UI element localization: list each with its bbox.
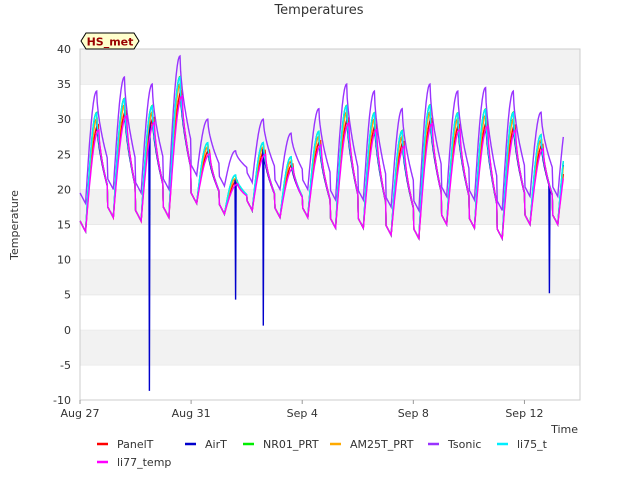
y-tick-label: 40: [57, 43, 71, 56]
legend-label: PanelT: [117, 438, 154, 451]
legend-label: AM25T_PRT: [350, 438, 414, 451]
legend: PanelT AirT NR01_PRT AM25T_PRT Tsonic li75_tl…: [97, 438, 548, 469]
plot-band: [80, 294, 580, 330]
plot-background-bands: [80, 48, 580, 400]
x-tick-label: Sep 12: [505, 407, 543, 420]
legend-label: NR01_PRT: [263, 438, 319, 451]
badge-label: HS_met: [87, 36, 134, 49]
y-axis-label: Temperature: [8, 190, 21, 261]
legend-label: li75_t: [517, 438, 548, 451]
plot-band: [80, 364, 580, 400]
legend-label: li77_temp: [117, 456, 171, 469]
x-tick-label: Sep 4: [287, 407, 318, 420]
x-tick-label: Sep 8: [398, 407, 429, 420]
x-tick-label: Aug 27: [61, 407, 100, 420]
y-axis-ticks: -10 -5 0 5 10 15 20 25 30 35 40: [53, 43, 71, 407]
plot-band: [80, 329, 580, 365]
x-axis-ticks: Aug 27 Aug 31 Sep 4 Sep 8 Sep 12: [61, 400, 544, 420]
y-tick-label: 30: [57, 113, 71, 126]
chart-title: Temperatures: [273, 3, 363, 18]
series-line-tsonic: [79, 54, 564, 214]
legend-label: AirT: [205, 438, 227, 451]
x-tick-label: Aug 31: [172, 407, 211, 420]
plot-band: [80, 119, 580, 155]
legend-label: Tsonic: [447, 438, 481, 451]
y-tick-label: -5: [60, 359, 71, 372]
x-axis-label: Time: [550, 423, 578, 436]
y-tick-label: 5: [64, 289, 71, 302]
series-line-li77-temp: [79, 94, 564, 242]
plot-band: [80, 224, 580, 260]
y-tick-label: 20: [57, 183, 71, 196]
plot-frame: [79, 48, 581, 401]
y-tick-label: 25: [57, 148, 71, 161]
y-tick-label: -10: [53, 394, 71, 407]
y-tick-label: 15: [57, 219, 71, 232]
series-lines: [79, 54, 564, 391]
hs-met-badge: HS_met: [80, 32, 140, 50]
plot-band: [80, 49, 580, 85]
y-tick-label: 35: [57, 78, 71, 91]
y-tick-label: 0: [64, 324, 71, 337]
plot-band: [80, 259, 580, 295]
plot-band: [80, 84, 580, 120]
y-tick-label: 10: [57, 254, 71, 267]
